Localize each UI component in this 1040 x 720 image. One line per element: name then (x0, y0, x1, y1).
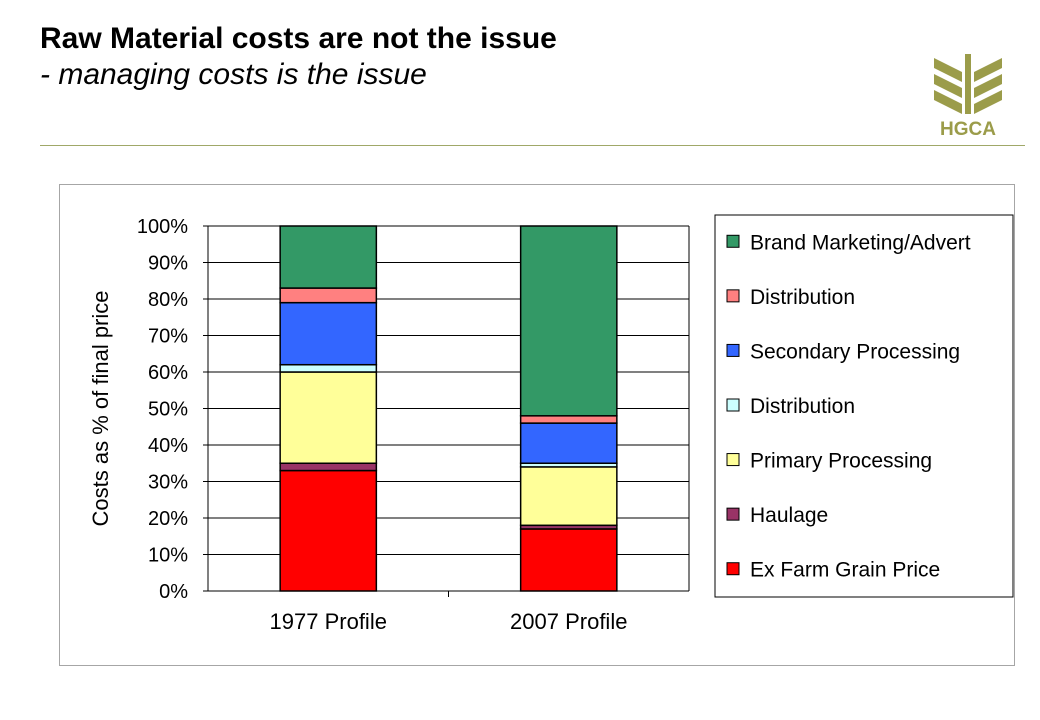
y-tick-label: 90% (148, 253, 188, 275)
bar-segment (279, 462, 378, 472)
legend-label: Distribution (750, 395, 855, 418)
y-tick-label: 80% (148, 289, 188, 311)
legend-swatch (726, 507, 740, 521)
legend-label: Distribution (750, 286, 855, 309)
legend-swatch (726, 453, 740, 467)
stacked-bar-chart: 0% 10% 20% 30% 40% 50% 60% 70% 80% 90% 100% Costs a… (88, 214, 1014, 634)
legend-label: Primary Processing (750, 450, 932, 473)
bar-segment (279, 287, 378, 304)
bar-segment (279, 225, 378, 289)
wheat-icon (934, 54, 1002, 114)
legend-label: Brand Marketing/Advert (750, 231, 971, 254)
x-tick-label: 1977 Profile (270, 609, 387, 634)
y-tick-label: 50% (148, 399, 188, 421)
y-tick-label: 60% (148, 362, 188, 384)
y-tick-label: 0% (159, 581, 188, 603)
legend-label: Secondary Processing (750, 340, 960, 363)
chart-frame: 0% 10% 20% 30% 40% 50% 60% 70% 80% 90% 100% Costs a… (59, 184, 1015, 666)
legend-swatch (726, 234, 740, 248)
legend-box (714, 214, 1014, 598)
legend-swatch (726, 398, 740, 412)
y-tick-label: 100% (137, 216, 188, 238)
legend-swatch (726, 289, 740, 303)
bar-segment (279, 371, 378, 464)
y-tick-label: 40% (148, 435, 188, 457)
y-tick-label: 30% (148, 472, 188, 494)
y-tick-label: 20% (148, 508, 188, 530)
legend-swatch (726, 562, 740, 576)
x-tick-label: 2007 Profile (510, 609, 627, 634)
bar-segment (519, 225, 618, 417)
bar-segment (279, 469, 378, 592)
logo-text: HGCA (940, 119, 996, 140)
slide-subtitle: - managing costs is the issue (40, 58, 427, 91)
legend-label: Ex Farm Grain Price (750, 559, 940, 582)
hgca-logo: HGCA (934, 54, 1002, 140)
header-divider (40, 145, 1025, 146)
legend-swatch (726, 343, 740, 357)
bar-segment (519, 415, 618, 424)
bar-segment (279, 301, 378, 366)
y-tick-label: 70% (148, 326, 188, 348)
legend-label: Haulage (750, 504, 828, 527)
bar-segment (519, 466, 618, 527)
y-tick-label: 10% (148, 545, 188, 567)
slide-title: Raw Material costs are not the issue (40, 22, 557, 55)
bar-segment (279, 363, 378, 373)
y-axis-label: Costs as % of final price (88, 291, 113, 527)
bar-segment (519, 528, 618, 592)
bar-segment (519, 422, 618, 465)
